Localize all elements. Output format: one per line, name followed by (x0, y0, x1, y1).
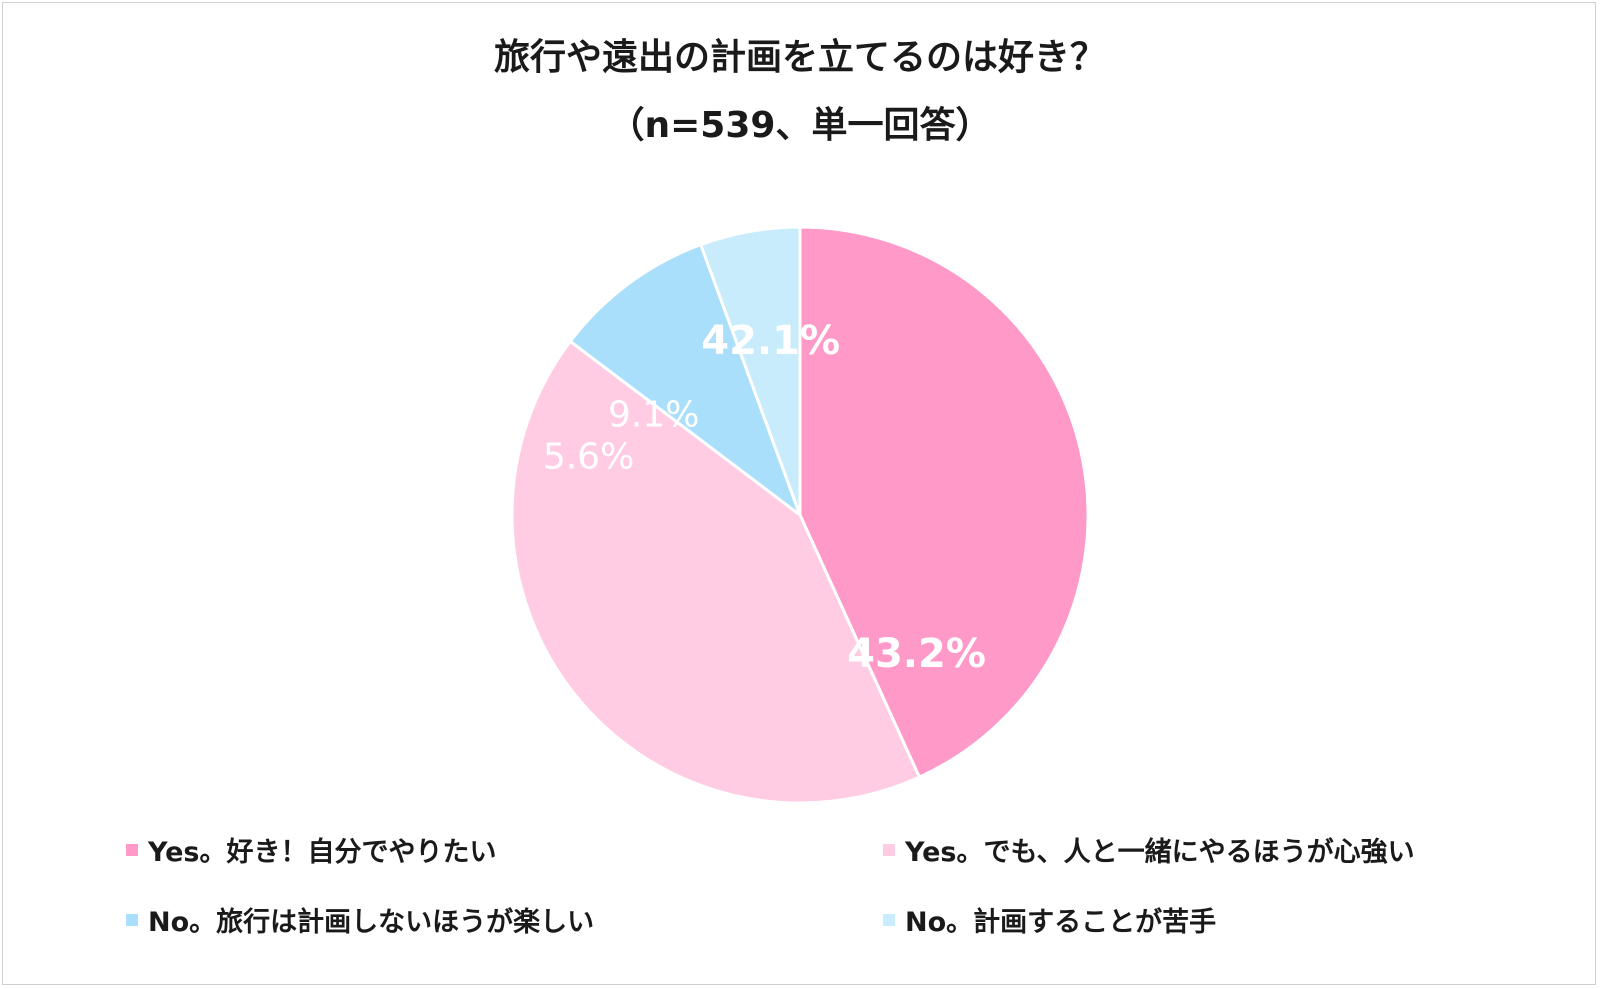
slice-no-unplanned (568, 242, 804, 520)
legend-label: No。計画することが苦手 (905, 907, 1217, 938)
legend-label: No。旅行は計画しないほうが楽しい (148, 907, 595, 938)
legend-swatch (126, 913, 138, 926)
chart-subtitle: （n=539、単一回答） (608, 105, 992, 146)
legend-item-no-unplanned: No。旅行は計画しないほうが楽しい (126, 900, 594, 939)
slice-no-bad-at-planning (698, 225, 802, 516)
legend-swatch (126, 843, 138, 856)
legend-swatch (883, 913, 895, 926)
data-label-yes-together: 42.1% (701, 318, 840, 364)
slice-yes-together (510, 339, 922, 805)
legend-item-yes-self: Yes。好き！自分でやりたい (126, 830, 496, 869)
data-label-no-unplanned: 9.1% (608, 395, 699, 436)
slice-yes-self (798, 225, 1090, 780)
data-label-yes-self: 43.2% (847, 631, 986, 677)
legend-item-yes-together: Yes。でも、人と一緒にやるほうが心強い (883, 830, 1415, 869)
data-label-no-bad-at-planning: 5.6% (543, 436, 634, 477)
legend-swatch (883, 843, 895, 856)
legend-item-no-bad-at-planning: No。計画することが苦手 (883, 900, 1216, 939)
legend-label: Yes。でも、人と一緒にやるほうが心強い (905, 837, 1415, 868)
chart-title: 旅行や遠出の計画を立てるのは好き？ (493, 37, 1106, 78)
legend-label: Yes。好き！自分でやりたい (148, 837, 497, 868)
